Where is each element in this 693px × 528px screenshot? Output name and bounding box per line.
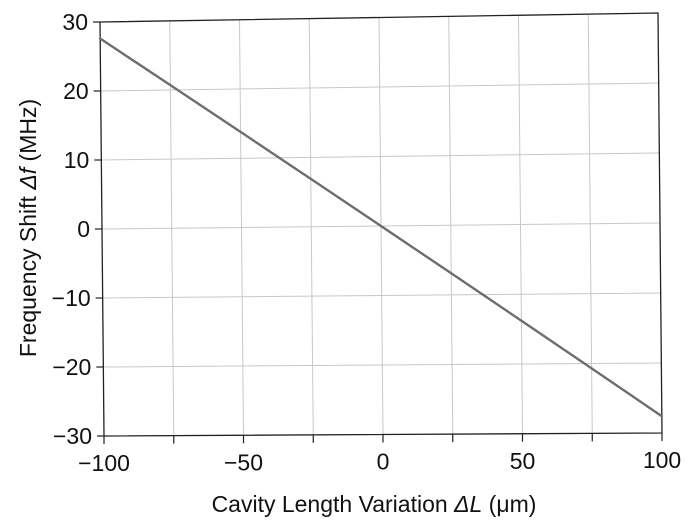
x-tick-label: −50 <box>224 449 263 475</box>
x-axis-label: Cavity Length Variation ΔL (μm) <box>212 491 537 517</box>
y-tick-label: −20 <box>52 354 91 380</box>
series-line <box>98 37 664 418</box>
y-tick-labels: 30 20 10 0 −10 −20 −30 <box>52 9 92 449</box>
x-tick-label: 50 <box>510 448 536 474</box>
grid-line-horizontal <box>102 292 661 299</box>
y-tick-label: 30 <box>62 9 88 35</box>
y-tick-label: 10 <box>64 147 90 173</box>
y-axis-label: Frequency Shift Δf (MHz) <box>15 99 41 357</box>
grid-line-horizontal <box>100 82 659 92</box>
y-tick-label: 0 <box>77 216 90 242</box>
grid <box>100 14 662 436</box>
y-tick-label: 20 <box>63 78 89 104</box>
x-tick-label: 0 <box>377 449 390 475</box>
tick-marks <box>93 21 663 444</box>
x-tick-label: −100 <box>78 450 130 476</box>
y-tick-label: −10 <box>52 285 91 311</box>
x-tick-label: 100 <box>643 447 681 473</box>
x-tick-labels: −100 −50 0 50 100 <box>78 447 681 476</box>
series-layer <box>98 37 664 418</box>
y-tick-label: −30 <box>53 423 92 449</box>
grid-line-horizontal <box>103 362 662 368</box>
grid-line-horizontal <box>101 152 660 161</box>
